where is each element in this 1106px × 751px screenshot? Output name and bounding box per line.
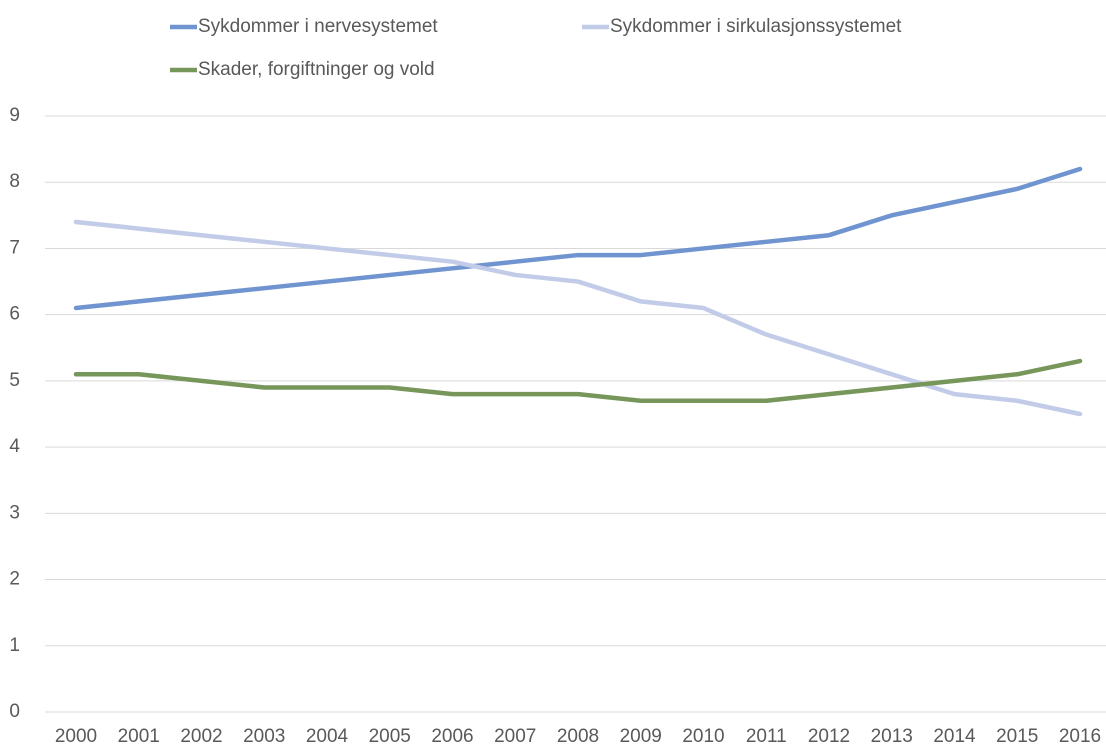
y-tick-label: 1 <box>9 635 20 656</box>
x-tick-label: 2006 <box>431 726 473 747</box>
y-tick-label: 5 <box>9 370 20 391</box>
x-tick-label: 2014 <box>933 726 976 747</box>
x-tick-label: 2004 <box>306 726 349 747</box>
y-tick-label: 3 <box>9 502 20 523</box>
y-tick-label: 0 <box>9 701 20 722</box>
x-tick-label: 2016 <box>1059 726 1101 747</box>
x-tick-label: 2011 <box>746 726 787 747</box>
x-tick-label: 2002 <box>180 726 222 747</box>
series-line <box>73 166 1083 311</box>
x-tick-label: 2008 <box>557 726 599 747</box>
y-tick-label: 9 <box>9 105 20 126</box>
x-tick-label: 2000 <box>55 726 97 747</box>
legend-label: Sykdommer i nervesystemet <box>198 16 438 37</box>
x-tick-label: 2007 <box>494 726 536 747</box>
x-tick-label: 2010 <box>682 726 724 747</box>
series-line <box>73 358 1083 404</box>
y-tick-label: 4 <box>9 436 20 457</box>
y-tick-label: 7 <box>9 237 20 258</box>
legend-label: Skader, forgiftninger og vold <box>198 59 435 80</box>
x-tick-label: 2003 <box>243 726 285 747</box>
series-line <box>73 219 1083 417</box>
legend-label: Sykdommer i sirkulasjonssystemet <box>610 16 902 37</box>
y-tick-label: 6 <box>9 304 20 325</box>
x-tick-label: 2013 <box>871 726 913 747</box>
x-tick-label: 2012 <box>808 726 850 747</box>
x-tick-label: 2009 <box>620 726 662 747</box>
x-tick-label: 2015 <box>996 726 1038 747</box>
x-tick-label: 2001 <box>118 726 160 747</box>
x-tick-label: 2005 <box>369 726 411 747</box>
y-tick-label: 2 <box>9 569 20 590</box>
y-tick-label: 8 <box>9 171 20 192</box>
